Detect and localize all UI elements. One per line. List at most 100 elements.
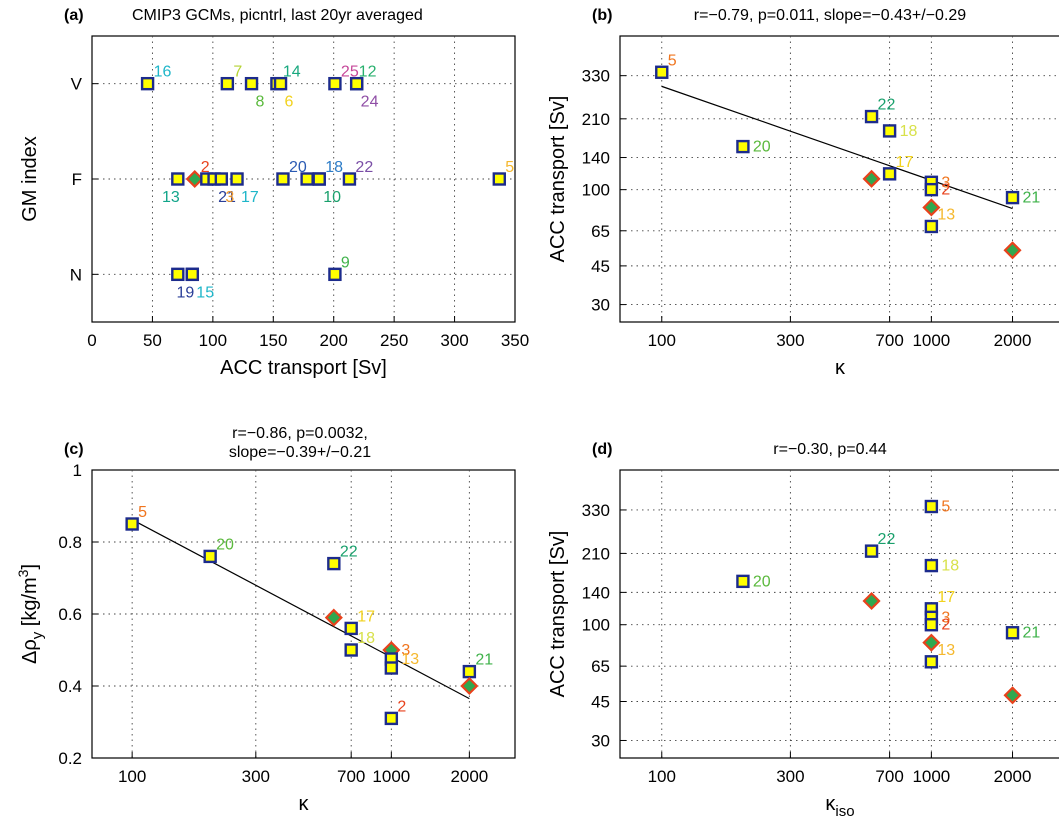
x-axis-label: ACC transport [Sv] xyxy=(220,357,387,379)
point-label: 3 xyxy=(401,642,410,659)
square-marker xyxy=(344,643,358,657)
point-label: 15 xyxy=(196,284,214,301)
point-label: 22 xyxy=(878,97,896,114)
x-tick-label: 300 xyxy=(776,767,804,786)
point-label: 12 xyxy=(359,64,377,81)
point-label: 20 xyxy=(216,536,234,553)
square-marker xyxy=(125,517,139,531)
square-marker xyxy=(1005,626,1020,640)
x-tick-label: 300 xyxy=(440,331,468,350)
point-label: 22 xyxy=(878,531,896,548)
diamond-marker xyxy=(922,198,941,217)
x-tick-label: 700 xyxy=(875,331,903,350)
regression-line xyxy=(131,519,470,700)
y-tick-label: 0.6 xyxy=(58,605,82,624)
diamond-marker xyxy=(922,633,941,652)
y-tick-label: 65 xyxy=(591,657,610,676)
square-marker xyxy=(171,267,185,282)
point-label: 13 xyxy=(401,651,419,668)
square-marker xyxy=(342,172,357,186)
x-tick-label: 100 xyxy=(648,767,676,786)
y-tick-label: 0.4 xyxy=(58,677,82,696)
point-label: 18 xyxy=(941,558,959,575)
square-marker xyxy=(924,219,939,234)
y-tick-label: 210 xyxy=(582,544,610,563)
square-marker xyxy=(220,76,235,91)
square-marker xyxy=(864,109,879,124)
y-tick-label: 210 xyxy=(582,110,610,129)
square-marker xyxy=(384,661,399,675)
chart-title: CMIP3 GCMs, picntrl, last 20yr averaged xyxy=(132,7,423,24)
point-label: 25 xyxy=(341,64,359,81)
y-axis-label: ACC transport [Sv] xyxy=(547,96,569,263)
point-label: 20 xyxy=(753,573,771,590)
square-marker xyxy=(300,172,314,186)
point-label: 21 xyxy=(218,189,236,206)
point-label: 22 xyxy=(355,159,373,176)
panel-b: 100 300 700 1000 200030456510014021033052022… xyxy=(547,7,1059,379)
point-label: 19 xyxy=(177,284,195,301)
square-marker xyxy=(924,618,939,632)
x-tick-label: 100 xyxy=(118,767,146,786)
y-tick-label: V xyxy=(71,75,83,94)
square-marker xyxy=(214,172,229,186)
x-tick-label: 1000 xyxy=(372,767,410,786)
y-tick-label: 1 xyxy=(73,461,82,480)
point-label: 18 xyxy=(325,159,343,176)
square-marker xyxy=(924,499,939,514)
chart-title-line2: slope=−0.39+/−0.21 xyxy=(229,444,371,461)
x-tick-label: 1000 xyxy=(912,767,950,786)
x-tick-label: 300 xyxy=(776,331,804,350)
point-label: 3 xyxy=(225,189,234,206)
x-tick-label: 150 xyxy=(259,331,287,350)
x-tick-label: 350 xyxy=(501,331,529,350)
point-label: 18 xyxy=(900,123,918,140)
point-label: 24 xyxy=(361,94,379,111)
diamond-marker xyxy=(460,676,479,696)
x-tick-label: 2000 xyxy=(994,331,1032,350)
point-label: 5 xyxy=(138,504,147,521)
square-marker xyxy=(384,711,399,726)
square-marker xyxy=(864,544,879,558)
y-axis-label: Δρy [kg/m3] xyxy=(15,564,46,664)
point-label: 10 xyxy=(323,189,341,206)
y-tick-label: 100 xyxy=(582,616,610,635)
square-marker xyxy=(171,172,185,186)
point-label: 2 xyxy=(201,159,210,176)
y-tick-label: 30 xyxy=(591,731,610,750)
diamond-marker xyxy=(1003,686,1022,705)
x-tick-label: 50 xyxy=(143,331,162,350)
square-marker xyxy=(140,76,155,91)
point-label: 8 xyxy=(256,94,265,111)
square-marker xyxy=(203,549,217,564)
square-marker xyxy=(492,172,506,186)
square-marker xyxy=(328,76,342,91)
point-label: 22 xyxy=(340,544,358,561)
y-axis-label: ACC transport [Sv] xyxy=(547,531,569,698)
point-label: 14 xyxy=(283,64,301,81)
square-marker xyxy=(924,182,939,197)
point-label: 13 xyxy=(937,206,955,223)
x-axis-label: κ xyxy=(299,793,310,815)
y-tick-label: 0.8 xyxy=(58,533,82,552)
y-tick-label: N xyxy=(70,265,82,284)
point-label: 17 xyxy=(357,608,375,625)
x-tick-label: 200 xyxy=(320,331,348,350)
point-label: 17 xyxy=(241,189,259,206)
square-marker xyxy=(736,574,750,589)
point-label: 9 xyxy=(341,254,350,271)
y-tick-label: 30 xyxy=(591,296,610,315)
point-label: 16 xyxy=(154,64,172,81)
chart-title: r=−0.86, p=0.0032, xyxy=(232,425,368,442)
square-marker xyxy=(344,621,358,636)
y-tick-label: 100 xyxy=(582,181,610,200)
square-marker xyxy=(882,167,897,181)
panel-c: 100 300 700 1000 2000 0.2 0.4 0.6 0.8 1 5 20 22 17 18 3… xyxy=(15,425,516,815)
chart-title: r=−0.79, p=0.011, slope=−0.43+/−0.29 xyxy=(694,7,966,24)
point-label: 20 xyxy=(753,139,771,156)
square-marker xyxy=(462,664,477,679)
x-tick-label: 700 xyxy=(337,767,365,786)
plot-frame xyxy=(619,469,1059,759)
point-label: 2 xyxy=(941,182,950,199)
